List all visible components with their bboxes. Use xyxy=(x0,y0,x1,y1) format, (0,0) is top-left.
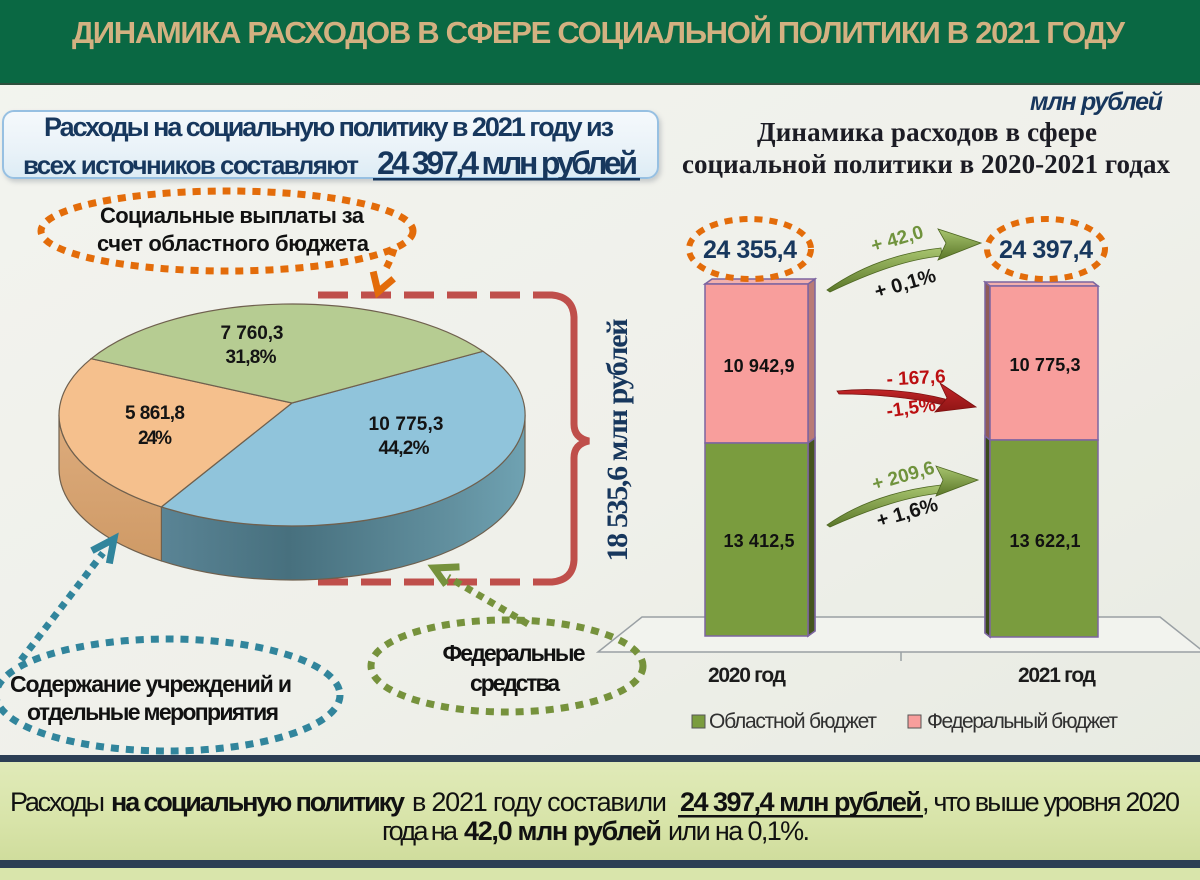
svg-text:31,8%: 31,8% xyxy=(226,347,277,368)
svg-text:Расходы на социальную политику: Расходы на социальную политику в 2021 го… xyxy=(44,112,614,142)
svg-text:счет областного бюджета: счет областного бюджета xyxy=(97,231,370,256)
svg-text:в 2021 году составили: в 2021 году составили xyxy=(412,787,667,817)
svg-text:отдельные мероприятия: отдельные мероприятия xyxy=(27,699,279,725)
svg-text:Областной бюджет: Областной бюджет xyxy=(709,710,877,733)
svg-text:5 861,8: 5 861,8 xyxy=(125,403,185,424)
svg-text:42,0 млн рублей: 42,0 млн рублей xyxy=(464,816,662,846)
svg-text:10 775,3: 10 775,3 xyxy=(1010,355,1081,375)
svg-text:- 167,6: - 167,6 xyxy=(886,366,946,390)
svg-text:2021 год: 2021 год xyxy=(1018,664,1096,687)
svg-text:7 760,3: 7 760,3 xyxy=(221,323,284,344)
svg-text:всех источников составляют: всех источников составляют xyxy=(23,150,359,180)
svg-text:44,2%: 44,2% xyxy=(379,438,430,459)
svg-text:-1,5%: -1,5% xyxy=(885,395,937,423)
svg-text:или на 0,1%.: или на 0,1%. xyxy=(668,816,810,846)
svg-text:Расходы: Расходы xyxy=(10,787,105,817)
svg-text:24 397,4: 24 397,4 xyxy=(999,236,1093,264)
svg-text:средства: средства xyxy=(470,670,560,696)
svg-text:Динамика расходов в сфере: Динамика расходов в сфере xyxy=(757,117,1097,147)
svg-text:24 397,4 млн рублей: 24 397,4 млн рублей xyxy=(377,145,638,181)
svg-text:млн рублей: млн рублей xyxy=(1030,88,1163,116)
svg-text:24%: 24% xyxy=(138,428,172,449)
svg-text:18 535,6 млн рублей: 18 535,6 млн рублей xyxy=(601,319,634,562)
svg-text:, что выше уровня 2020: , что выше уровня 2020 xyxy=(922,787,1180,817)
svg-text:13 412,5: 13 412,5 xyxy=(724,531,795,551)
svg-text:Федеральные: Федеральные xyxy=(443,640,586,666)
svg-text:года на: года на xyxy=(382,816,459,846)
svg-text:10 775,3: 10 775,3 xyxy=(369,414,444,435)
svg-text:24 355,4: 24 355,4 xyxy=(703,236,797,264)
svg-text:24 397,4 млн рублей: 24 397,4 млн рублей xyxy=(680,787,922,817)
svg-text:Социальные выплаты за: Социальные выплаты за xyxy=(100,203,365,228)
svg-text:Содержание учреждений и: Содержание учреждений и xyxy=(10,671,292,697)
svg-text:10 942,9: 10 942,9 xyxy=(724,356,795,376)
svg-text:Федеральный бюджет: Федеральный бюджет xyxy=(927,710,1118,733)
svg-text:социальной политики в 2020-202: социальной политики в 2020-2021 годах xyxy=(682,149,1171,179)
svg-text:13 622,1: 13 622,1 xyxy=(1010,531,1081,551)
svg-text:2020 год: 2020 год xyxy=(708,664,786,687)
svg-text:ДИНАМИКА РАСХОДОВ В СФЕРЕ СОЦИ: ДИНАМИКА РАСХОДОВ В СФЕРЕ СОЦИАЛЬНОЙ ПОЛ… xyxy=(72,14,1126,50)
svg-text:на социальную политику: на социальную политику xyxy=(111,787,405,817)
